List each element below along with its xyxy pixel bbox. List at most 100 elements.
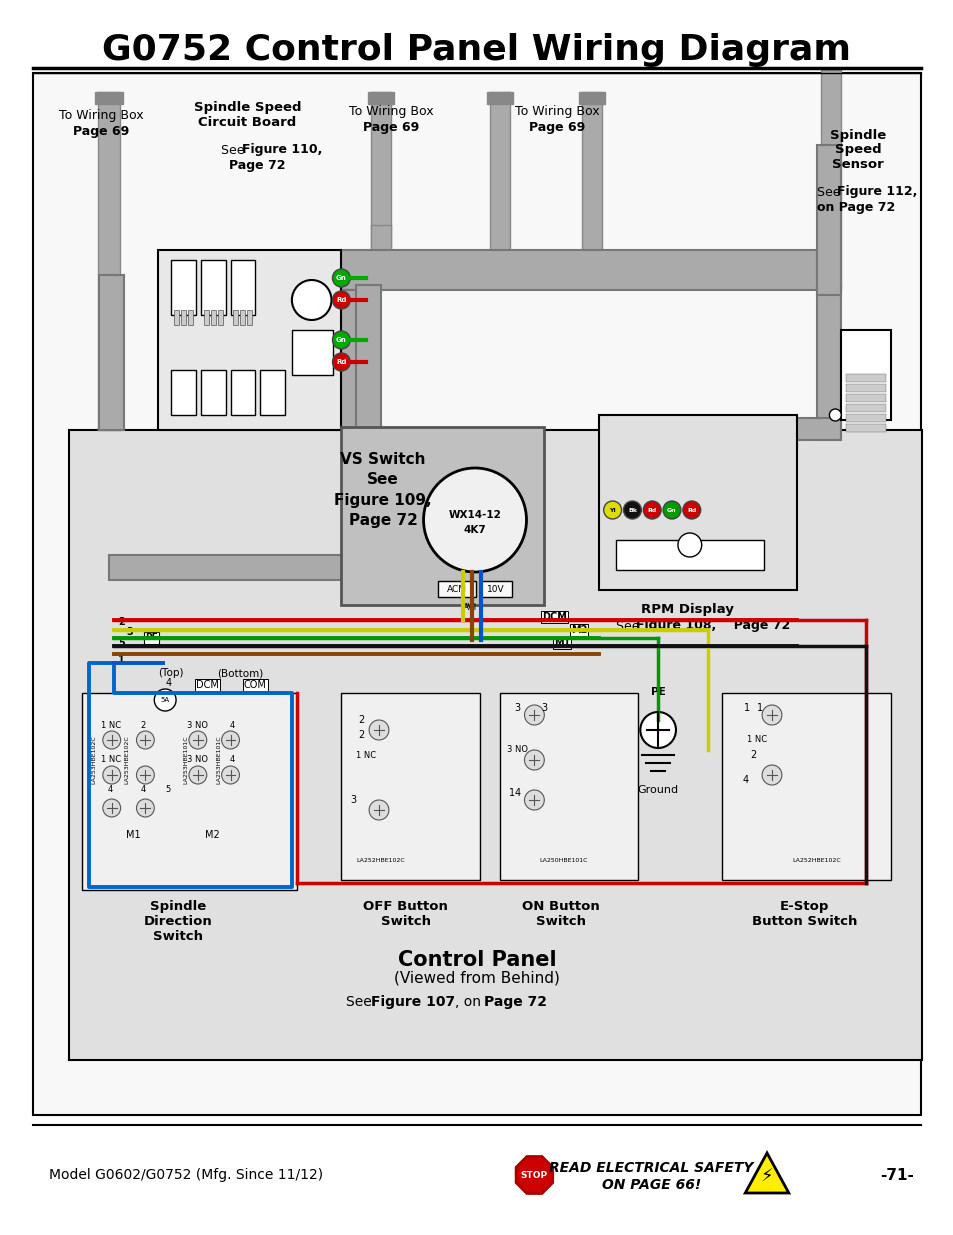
Bar (204, 310, 209, 325)
Text: 2: 2 (118, 618, 125, 627)
Circle shape (333, 269, 350, 287)
Text: LA253HBE102C: LA253HBE102C (124, 736, 129, 784)
Circle shape (639, 713, 676, 748)
Circle shape (189, 731, 207, 748)
Text: LA252HBE102C: LA252HBE102C (356, 857, 405, 862)
Text: Gn: Gn (335, 337, 346, 343)
Text: Control Panel: Control Panel (397, 950, 556, 969)
Text: Yl: Yl (609, 508, 616, 513)
Text: 1: 1 (508, 788, 515, 798)
Text: Figure 107: Figure 107 (371, 995, 455, 1009)
Bar (231, 370, 255, 415)
Text: 5A: 5A (160, 697, 170, 703)
Circle shape (136, 766, 154, 784)
Circle shape (333, 291, 350, 309)
Text: Sensor: Sensor (831, 158, 883, 172)
Text: STOP: STOP (520, 1171, 547, 1179)
Bar (260, 370, 285, 415)
Text: Speed: Speed (834, 143, 881, 157)
Text: 3: 3 (540, 703, 547, 713)
Bar (438, 580, 476, 597)
Circle shape (154, 689, 176, 711)
Text: 4: 4 (108, 785, 113, 794)
Text: To Wiring Box: To Wiring Box (58, 109, 143, 121)
Bar (816, 144, 841, 295)
Bar (615, 540, 763, 571)
Text: OFF Button
Switch: OFF Button Switch (363, 900, 448, 927)
Text: 3: 3 (350, 795, 356, 805)
Text: 4: 4 (230, 720, 234, 730)
Bar (98, 91, 119, 430)
Text: Page 72: Page 72 (348, 513, 417, 527)
Text: (Viewed from Behind): (Viewed from Behind) (394, 971, 559, 986)
Bar (292, 330, 334, 375)
Text: M1: M1 (554, 638, 570, 648)
Text: ⚡: ⚡ (760, 1168, 773, 1186)
Text: Page 72: Page 72 (483, 995, 546, 1009)
Text: PE: PE (650, 687, 665, 697)
Bar (231, 261, 255, 315)
Text: 3: 3 (126, 627, 132, 637)
Circle shape (524, 790, 544, 810)
Bar (82, 693, 296, 890)
Text: See: See (816, 185, 843, 199)
Bar (32, 73, 921, 1115)
Polygon shape (516, 1156, 552, 1193)
Text: 4: 4 (141, 785, 146, 794)
Text: DCM: DCM (196, 680, 219, 690)
Text: To Wiring Box: To Wiring Box (348, 105, 433, 119)
Circle shape (189, 766, 207, 784)
Text: 4: 4 (514, 788, 520, 798)
Text: DCM: DCM (541, 613, 566, 622)
Circle shape (682, 501, 700, 519)
Bar (109, 555, 380, 580)
Text: 1: 1 (743, 703, 749, 713)
Text: See: See (367, 473, 398, 488)
Text: Rd: Rd (335, 296, 346, 303)
Text: ON Button
Switch: ON Button Switch (521, 900, 599, 927)
Text: 3 NO: 3 NO (187, 720, 208, 730)
Text: 1 NC: 1 NC (101, 720, 121, 730)
Text: Page 69: Page 69 (529, 121, 585, 135)
Text: LA250HBE101C: LA250HBE101C (539, 857, 588, 862)
Text: COM: COM (244, 680, 267, 690)
Text: 1 NC: 1 NC (101, 756, 121, 764)
Bar (486, 91, 512, 104)
Circle shape (136, 799, 154, 818)
Bar (499, 693, 638, 881)
Circle shape (333, 331, 350, 350)
Text: (Bottom): (Bottom) (217, 668, 263, 678)
Text: Page 69: Page 69 (72, 126, 129, 138)
Bar (188, 310, 193, 325)
Bar (845, 424, 885, 432)
Bar (211, 310, 215, 325)
Text: on Page 72: on Page 72 (816, 201, 894, 215)
Text: 1 NC: 1 NC (355, 751, 375, 760)
Bar (158, 249, 341, 430)
Text: Gn: Gn (335, 275, 346, 282)
Bar (240, 310, 245, 325)
Circle shape (333, 353, 350, 370)
Text: PE: PE (145, 634, 157, 642)
Bar (489, 91, 509, 249)
Circle shape (369, 720, 389, 740)
Text: 1 NC: 1 NC (746, 736, 766, 745)
Text: 3: 3 (514, 703, 520, 713)
Text: 4: 4 (165, 678, 171, 688)
Circle shape (642, 501, 660, 519)
Bar (70, 430, 922, 1060)
Text: 4K7: 4K7 (463, 525, 486, 535)
Circle shape (292, 280, 331, 320)
Text: RPM Display: RPM Display (640, 604, 734, 616)
Circle shape (423, 468, 526, 572)
Text: WX14-12: WX14-12 (448, 510, 501, 520)
Circle shape (678, 534, 701, 557)
Text: 1: 1 (118, 655, 125, 664)
Text: VS Switch: VS Switch (340, 452, 425, 468)
Circle shape (662, 501, 680, 519)
Bar (845, 404, 885, 412)
Text: Bk: Bk (627, 508, 637, 513)
Text: 2: 2 (141, 720, 146, 730)
Text: ON PAGE 66!: ON PAGE 66! (601, 1178, 700, 1192)
Text: LA252HBE102C: LA252HBE102C (791, 857, 840, 862)
